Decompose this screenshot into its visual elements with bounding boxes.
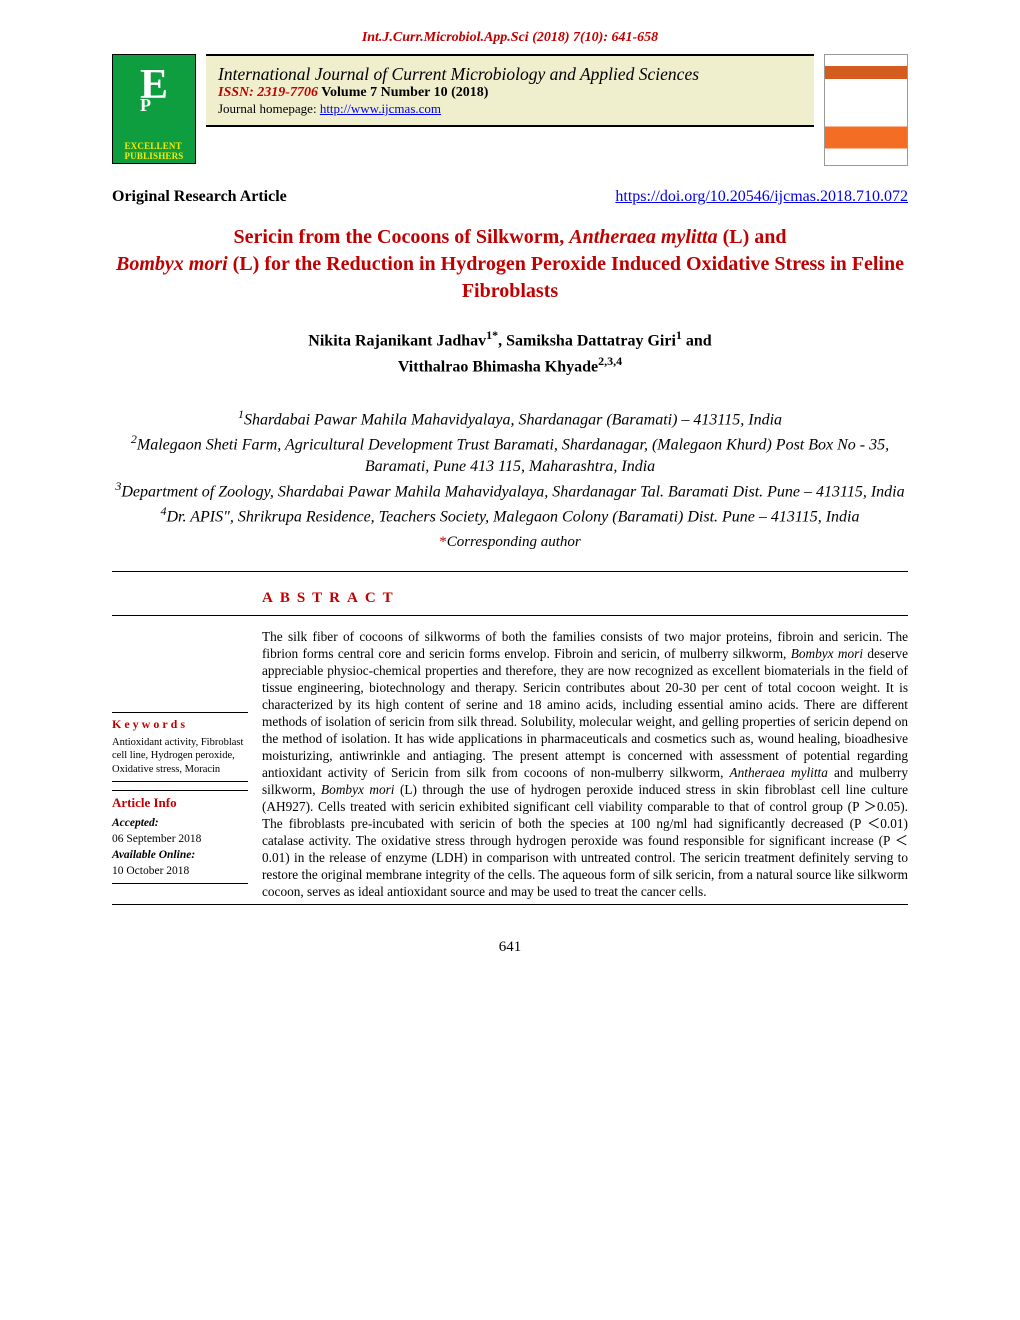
- article-info-text: Accepted: 06 September 2018 Available On…: [112, 815, 248, 879]
- available-date: 10 October 2018: [112, 865, 189, 877]
- author2-name: Samiksha Dattatray Giri: [506, 332, 676, 349]
- divider-top: [112, 571, 908, 572]
- journal-info-box: International Journal of Current Microbi…: [206, 54, 814, 127]
- article-type-row: Original Research Article https://doi.or…: [112, 188, 908, 206]
- title-block: Sericin from the Cocoons of Silkworm, An…: [112, 224, 908, 305]
- keywords-box: Keywords Antioxidant activity, Fibroblas…: [112, 712, 248, 782]
- keywords-head: Keywords: [112, 717, 248, 732]
- author1-sup: 1*: [486, 328, 498, 342]
- corresponding-star: *: [439, 534, 447, 550]
- header-row: E P EXCELLENT PUBLISHERS International J…: [112, 54, 908, 166]
- article-info-box: Article Info Accepted: 06 September 2018…: [112, 790, 248, 884]
- aff3: Department of Zoology, Shardabai Pawar M…: [121, 483, 904, 500]
- abstract-it3: Bombyx mori: [321, 782, 394, 797]
- accepted-date: 06 September 2018: [112, 833, 201, 845]
- abstract-p1b: deserve appreciable physioc-chemical pro…: [262, 646, 908, 780]
- header-citation: Int.J.Curr.Microbiol.App.Sci (2018) 7(10…: [112, 30, 908, 46]
- homepage-link[interactable]: http://www.ijcmas.com: [320, 101, 441, 116]
- abstract-area: Keywords Antioxidant activity, Fibroblas…: [112, 615, 908, 900]
- keywords-text: Antioxidant activity, Fibroblast cell li…: [112, 736, 248, 777]
- doi-link[interactable]: https://doi.org/10.20546/ijcmas.2018.710…: [615, 188, 908, 206]
- issn: ISSN: 2319-7706: [218, 85, 318, 100]
- abstract-body: The silk fiber of cocoons of silkworms o…: [262, 622, 908, 900]
- abstract-it2: Antheraea mylitta: [730, 765, 828, 780]
- aff2: Malegaon Sheti Farm, Agricultural Develo…: [137, 437, 889, 476]
- logo-line2: PUBLISHERS: [124, 151, 183, 161]
- title-prefix: Sericin from the Cocoons of Silkworm,: [234, 226, 570, 248]
- abstract-it1: Bombyx mori: [791, 646, 863, 661]
- accepted-label: Accepted:: [112, 817, 159, 829]
- author3-name: Vitthalrao Bhimasha Khyade: [398, 358, 598, 375]
- journal-title: International Journal of Current Microbi…: [218, 64, 802, 85]
- author3-sup: 2,3,4: [598, 354, 622, 368]
- available-label: Available Online:: [112, 849, 195, 861]
- title-species1: Antheraea mylitta: [569, 226, 717, 248]
- authors: Nikita Rajanikant Jadhav1*, Samiksha Dat…: [112, 327, 908, 378]
- page-number: 641: [112, 939, 908, 956]
- article-info-head: Article Info: [112, 795, 248, 811]
- author-sep1: ,: [498, 332, 506, 349]
- abstract-p1d: (L) through the use of hydrogen peroxide…: [262, 782, 908, 899]
- title-suffix: (L) for the Reduction in Hydrogen Peroxi…: [228, 253, 904, 302]
- title-mid1: (L) and: [718, 226, 787, 248]
- homepage-label: Journal homepage:: [218, 101, 320, 116]
- author-and: and: [682, 332, 712, 349]
- issn-line: ISSN: 2319-7706 Volume 7 Number 10 (2018…: [218, 85, 802, 101]
- divider-bottom: [112, 904, 908, 905]
- aff4: Dr. APIS", Shrikrupa Residence, Teachers…: [167, 508, 860, 525]
- logo-line1: EXCELLENT: [124, 141, 183, 151]
- title-species2: Bombyx mori: [116, 253, 228, 275]
- article-title: Sericin from the Cocoons of Silkworm, An…: [112, 224, 908, 305]
- author1-name: Nikita Rajanikant Jadhav: [308, 332, 486, 349]
- corresponding-text: Corresponding author: [447, 534, 581, 550]
- abstract-label: ABSTRACT: [262, 590, 908, 607]
- journal-cover-thumbnail: [824, 54, 908, 166]
- sidebar: Keywords Antioxidant activity, Fibroblas…: [112, 622, 248, 900]
- affiliations: 1Shardabai Pawar Mahila Mahavidyalaya, S…: [112, 406, 908, 527]
- article-type: Original Research Article: [112, 188, 287, 206]
- corresponding-author: *Corresponding author: [112, 534, 908, 551]
- aff1: Shardabai Pawar Mahila Mahavidyalaya, Sh…: [244, 412, 782, 429]
- homepage-line: Journal homepage: http://www.ijcmas.com: [218, 101, 802, 117]
- volume-info: Volume 7 Number 10 (2018): [318, 85, 488, 100]
- publisher-logo: E P EXCELLENT PUBLISHERS: [112, 54, 196, 164]
